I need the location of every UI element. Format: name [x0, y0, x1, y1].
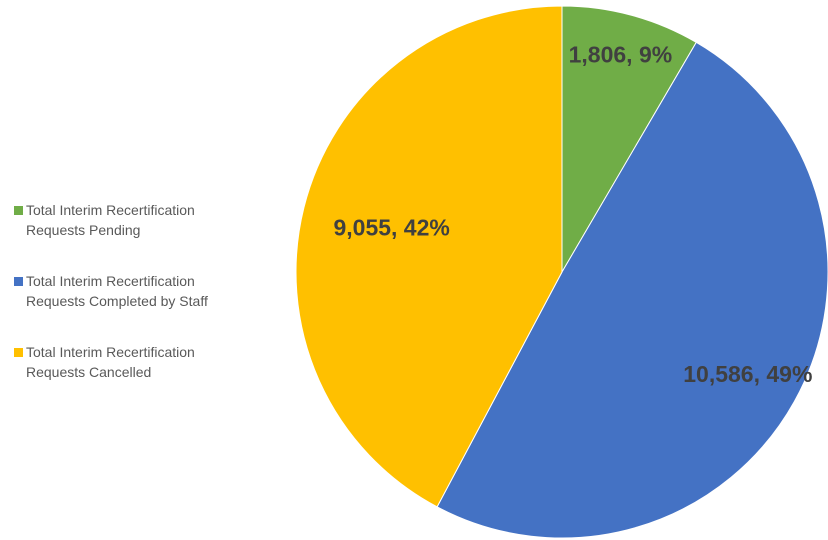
legend: Total Interim Recertification Requests P… [14, 200, 264, 413]
legend-swatch [14, 348, 23, 357]
legend-label: Total Interim Recertification Requests C… [26, 344, 195, 380]
legend-swatch [14, 277, 23, 286]
legend-label: Total Interim Recertification Requests P… [26, 202, 195, 238]
data-label: 9,055, 42% [333, 215, 449, 241]
legend-item: Total Interim Recertification Requests C… [14, 342, 264, 382]
pie-slice [436, 41, 828, 539]
data-label: 10,586, 49% [683, 361, 812, 387]
legend-label: Total Interim Recertification Requests C… [26, 273, 208, 309]
legend-item: Total Interim Recertification Requests C… [14, 271, 264, 311]
pie-slice [295, 5, 563, 508]
legend-swatch [14, 206, 23, 215]
legend-item: Total Interim Recertification Requests P… [14, 200, 264, 240]
pie-slice [561, 5, 697, 274]
data-label: 1,806, 9% [569, 41, 673, 67]
